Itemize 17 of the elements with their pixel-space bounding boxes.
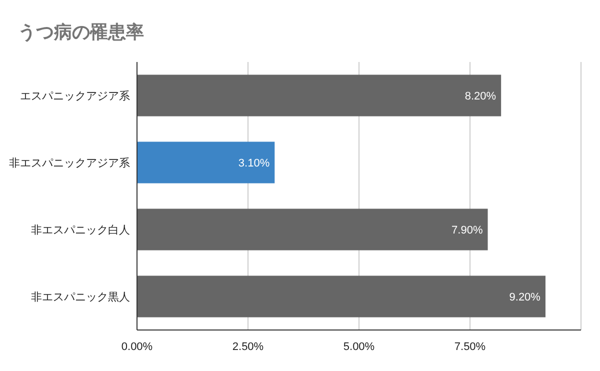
y-tick-label: 非エスパニック白人 [31, 224, 130, 236]
y-tick-label: 非エスパニックアジア系 [9, 156, 130, 170]
bar [137, 276, 546, 318]
y-tick-label: 非エスパニック黒人 [31, 290, 130, 304]
bar [137, 74, 502, 116]
x-tick-label: 2.50% [232, 341, 264, 353]
data-label: 3.10% [238, 158, 270, 170]
x-tick-label: 5.00% [343, 341, 375, 353]
bar [137, 142, 275, 184]
data-label: 9.20% [509, 292, 541, 304]
data-label: 7.90% [452, 224, 483, 236]
x-tick-label: 7.50% [454, 341, 486, 353]
data-label: 8.20% [464, 90, 496, 102]
x-tick-label: 0.00% [121, 341, 153, 353]
y-tick-label: エスパニックアジア系 [20, 90, 130, 102]
chart-title: うつ病の罹患率 [18, 22, 144, 42]
bar [137, 208, 488, 250]
